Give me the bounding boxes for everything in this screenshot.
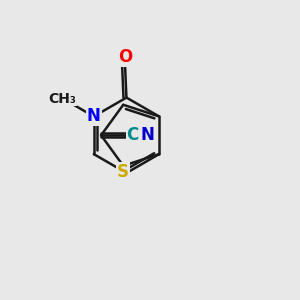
Text: C: C	[127, 126, 139, 144]
Text: O: O	[118, 48, 132, 66]
Text: N: N	[140, 126, 154, 144]
Text: N: N	[87, 107, 101, 125]
Text: CH₃: CH₃	[48, 92, 76, 106]
Text: S: S	[117, 163, 129, 181]
